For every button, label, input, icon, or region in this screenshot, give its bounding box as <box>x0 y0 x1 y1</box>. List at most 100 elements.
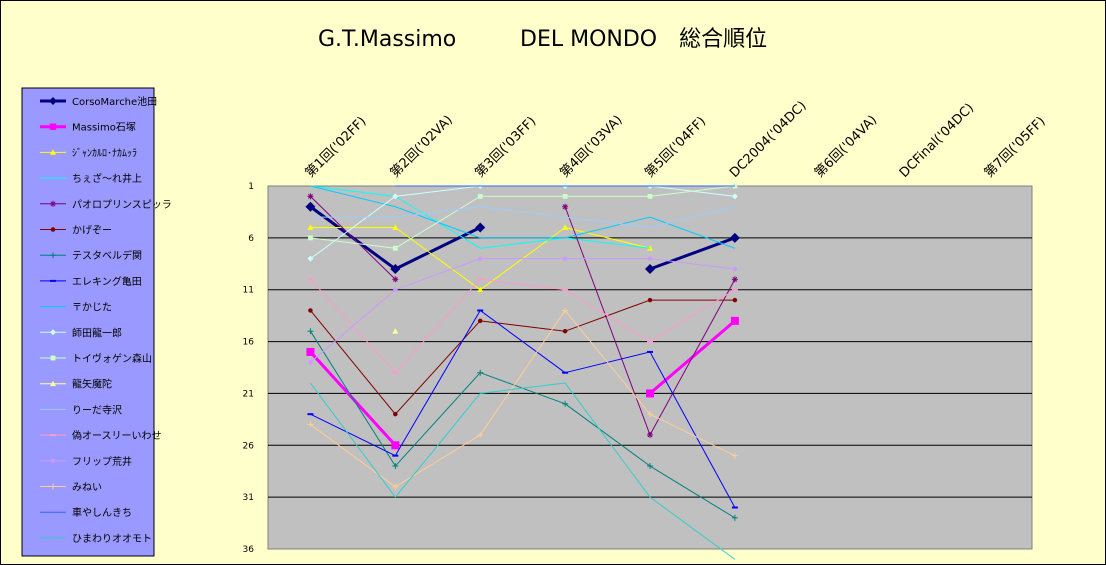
data-point <box>647 256 653 261</box>
data-point <box>647 193 653 199</box>
data-point <box>477 318 483 324</box>
series-line-segment <box>310 413 396 457</box>
plot-area <box>267 185 1033 550</box>
series-line-segment <box>480 320 566 332</box>
legend-label: トイヴォゲン森山 <box>72 352 152 365</box>
series-line-segment <box>649 413 736 457</box>
data-point <box>731 514 738 521</box>
series-line-segment <box>394 320 481 415</box>
series-line-segment <box>310 289 396 363</box>
series-line-segment <box>564 289 651 342</box>
series-14 <box>308 256 738 365</box>
data-point <box>392 224 399 230</box>
legend-marker <box>50 252 56 259</box>
series-line-segment <box>564 310 651 415</box>
legend-item: 龍矢魔陀 <box>40 378 112 391</box>
legend-marker <box>50 483 56 490</box>
data-point <box>308 235 313 241</box>
series-4 <box>307 193 738 438</box>
y-tick-label: 6 <box>248 234 254 244</box>
legend-label: ｼﾞｬﾝｶﾙﾛ･ﾅｶﾑｯﾗ <box>72 147 137 159</box>
series-line-segment <box>480 278 566 291</box>
legend-label: フリップ荒井 <box>72 455 132 468</box>
data-point <box>647 463 653 470</box>
series-line-segment <box>394 372 481 467</box>
data-point <box>393 287 398 292</box>
series-line-segment <box>394 310 481 456</box>
legend-label: Massimo石塚 <box>72 122 136 134</box>
series-line-segment <box>395 206 481 218</box>
data-point <box>647 411 653 418</box>
data-point <box>307 421 314 428</box>
legend-label: かげぞー <box>72 225 112 237</box>
x-category-label: 第7回('05FF) <box>982 114 1049 181</box>
data-point <box>647 297 653 303</box>
series-line-segment <box>480 237 566 249</box>
legend-label: ちぇざ〜れ井上 <box>72 172 142 185</box>
data-point <box>392 276 399 283</box>
data-point <box>562 256 568 261</box>
legend-box <box>21 87 155 557</box>
series-line-segment <box>310 310 396 415</box>
x-category-label: DC2004('04DC) <box>727 98 809 180</box>
series-line-segment <box>649 351 736 508</box>
data-point <box>477 286 484 293</box>
series-line-segment <box>310 195 396 260</box>
legend-marker <box>50 380 56 387</box>
series-line-segment <box>649 465 736 519</box>
data-point <box>645 263 655 274</box>
series-line-segment <box>480 206 566 218</box>
legend-item: ひまわりオオモト <box>40 533 152 545</box>
y-tick-label: 21 <box>243 389 254 399</box>
legend-item: 〒かじた <box>40 302 112 314</box>
data-point <box>392 193 399 200</box>
series-line-segment <box>310 185 396 197</box>
legend-marker <box>50 149 56 155</box>
legend-marker <box>49 97 57 105</box>
series-line-segment <box>565 237 651 249</box>
data-point <box>562 307 569 314</box>
y-tick-label: 11 <box>243 286 254 296</box>
data-point <box>731 193 738 200</box>
data-point <box>307 193 314 200</box>
data-point <box>647 431 653 438</box>
legend-item: りーだ寺沢 <box>40 403 122 416</box>
data-point <box>562 203 569 210</box>
series-line-segment <box>564 216 651 239</box>
series-line-segment <box>564 382 651 498</box>
legend-marker <box>50 227 56 232</box>
x-category-label: 第4回('03VA) <box>557 113 625 181</box>
legend-item: かげぞー <box>40 225 112 237</box>
legend-label: 龍矢魔陀 <box>72 378 112 391</box>
x-category-label: 第3回('03FF) <box>472 114 539 181</box>
legend-item: みねい <box>40 482 102 494</box>
data-point <box>308 308 313 313</box>
legend-item: パオロプリンスピッラ <box>40 199 172 211</box>
data-point <box>307 328 314 335</box>
series-line-segment <box>310 382 396 498</box>
data-point <box>730 316 739 325</box>
series-5 <box>308 297 738 417</box>
legend-label: パオロプリンスピッラ <box>72 199 172 211</box>
data-point <box>475 222 486 233</box>
series-line-segment <box>395 195 481 249</box>
chart-title-right: DEL MONDO 総合順位 <box>520 27 767 52</box>
data-point <box>393 411 398 417</box>
series-line-segment <box>649 206 736 228</box>
series-12 <box>310 206 736 228</box>
series-17 <box>310 382 736 560</box>
data-point <box>477 193 483 199</box>
legend-item: フリップ荒井 <box>40 455 132 468</box>
data-point <box>562 193 568 199</box>
x-category-label: DCFinal('04DC) <box>897 101 977 181</box>
legend-marker <box>50 355 56 361</box>
y-tick-label: 31 <box>243 493 254 503</box>
x-category-label: 第5回('04FF) <box>642 114 709 181</box>
data-point <box>390 263 401 274</box>
legend-label: テスタベルデ関 <box>72 249 142 262</box>
data-point <box>732 266 738 272</box>
chart-title-left: G.T.Massimo <box>318 27 456 52</box>
y-tick-label: 1 <box>248 182 254 192</box>
series-line-segment <box>310 424 396 488</box>
